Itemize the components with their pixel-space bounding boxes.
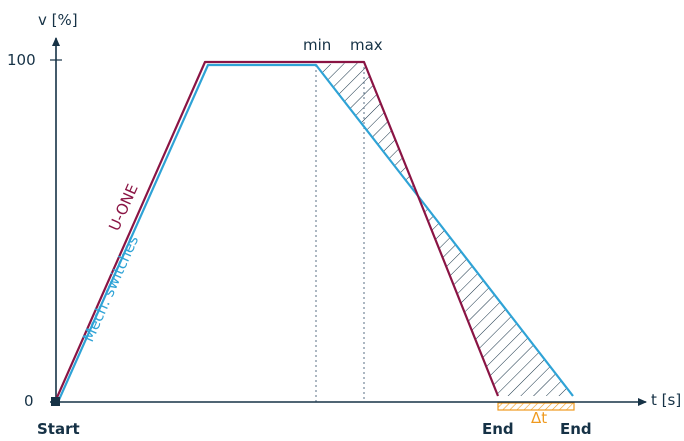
end-label-mech: End xyxy=(560,420,592,438)
mech-switches-curve xyxy=(56,63,574,403)
braking-difference-area xyxy=(316,62,573,396)
y-tick-label-0: 0 xyxy=(24,392,34,410)
end-label-uone: End xyxy=(482,420,514,438)
min-label: min xyxy=(303,36,331,54)
start-marker xyxy=(51,397,60,406)
x-axis-label: t [s] xyxy=(651,391,681,409)
mech-switches-series-label: Mech. switches xyxy=(79,233,142,345)
y-tick-label-100: 100 xyxy=(7,51,36,69)
y-axis-label: v [%] xyxy=(38,11,78,29)
start-label: Start xyxy=(37,420,80,438)
max-label: max xyxy=(350,36,383,54)
u-one-curve xyxy=(53,60,500,403)
delta-t-area xyxy=(497,402,575,411)
delta-t-label: Δt xyxy=(531,409,547,427)
